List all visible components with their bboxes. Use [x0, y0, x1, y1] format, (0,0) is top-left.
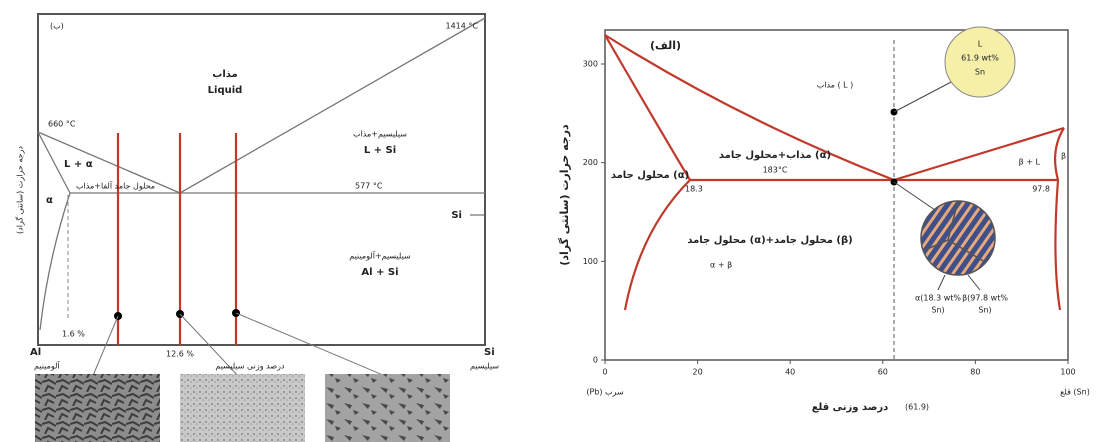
- composition-label: 97.8: [1032, 185, 1050, 194]
- region-label: L + Si: [364, 145, 396, 156]
- region-label: مذاب ( L ): [817, 81, 854, 90]
- temp-label: 577 °C: [355, 182, 383, 191]
- eutectic-composition: (61.9): [905, 403, 929, 412]
- x-tick-label: 40: [785, 368, 795, 377]
- callout-text: Sn): [978, 306, 991, 315]
- right-diagram: (الف) مذاب ( L ) L 61.9 wt% Sn مذاب+محلو…: [558, 27, 1090, 413]
- region-label: β: [1061, 152, 1066, 161]
- axis-end: Si: [484, 347, 495, 358]
- page: (ب) 1414 °C 660 °C 577 °C مذاب Liquid سی…: [0, 0, 1098, 442]
- region-label: α + β: [710, 261, 732, 270]
- diagram-label: (ب): [50, 22, 64, 31]
- region-label: مذاب+محلول جامد (α): [719, 150, 831, 161]
- y-tick-label: 300: [583, 60, 598, 69]
- region-label: Liquid: [208, 85, 243, 96]
- x-tick-label: 80: [970, 368, 980, 377]
- y-axis-title: درجه حرارت (سانتی گراد): [558, 124, 571, 266]
- frame: [38, 14, 485, 345]
- callout-text: α(18.3 wt%: [915, 294, 961, 303]
- region-label: محلول جامد (α)+محلول جامد (β): [687, 235, 852, 246]
- y-axis-title: درجه حرارت (سانتی گراد): [15, 146, 25, 234]
- region-label: Al + Si: [361, 267, 398, 278]
- x-tick-label: 60: [878, 368, 888, 377]
- micrograph: [35, 374, 160, 442]
- axis-end-name: سیلیسیم: [470, 362, 499, 371]
- temp-label: 183°C: [763, 166, 788, 175]
- x-tick-label: 0: [602, 368, 607, 377]
- callout-text: L: [978, 40, 983, 49]
- microstructure: [921, 201, 995, 275]
- region-label: سیلیسیم+مذاب: [353, 130, 407, 139]
- callout-text: Sn): [931, 306, 944, 315]
- callout-text: β(97.8 wt%: [962, 294, 1008, 303]
- y-tick-label: 0: [593, 356, 598, 365]
- axis-end: قلع (Sn): [1060, 388, 1090, 397]
- composition-label: 1.6 %: [62, 330, 85, 339]
- axis-end: (Pb) سرب: [586, 388, 624, 397]
- x-axis-title: درصد وزنی سیلیسیم: [215, 362, 285, 371]
- x-tick-label: 100: [1060, 368, 1075, 377]
- micrograph: [325, 374, 450, 442]
- region-label: β + L: [1019, 158, 1041, 167]
- y-tick-label: 200: [583, 158, 598, 167]
- x-axis-title: درصد وزنی قلع: [812, 402, 889, 413]
- axis-end: Al: [30, 347, 41, 358]
- micrograph: [180, 374, 305, 442]
- composition-label: 12.6 %: [166, 350, 194, 359]
- temp-label: 660 °C: [48, 120, 76, 129]
- region-label: محلول جامد (α): [611, 170, 689, 181]
- left-diagram: (ب) 1414 °C 660 °C 577 °C مذاب Liquid سی…: [15, 14, 500, 442]
- region-label: α: [46, 195, 53, 206]
- composition-label: 18.3: [685, 185, 703, 194]
- region-label: محلول جامد آلفا+مذاب: [76, 181, 155, 191]
- axis-end-name: آلومینیم: [34, 361, 60, 371]
- region-label: L + α: [64, 159, 93, 170]
- region-label: مذاب: [212, 69, 237, 80]
- si-marker: Si: [451, 210, 462, 221]
- diagram-label: (الف): [650, 39, 681, 52]
- x-tick-label: 20: [693, 368, 703, 377]
- callout-text: Sn: [975, 68, 985, 77]
- y-tick-label: 100: [583, 257, 598, 266]
- callout-text: 61.9 wt%: [961, 54, 999, 63]
- region-label: سیلیسیم+آلومینیم: [349, 251, 411, 261]
- temp-label: 1414 °C: [446, 22, 479, 31]
